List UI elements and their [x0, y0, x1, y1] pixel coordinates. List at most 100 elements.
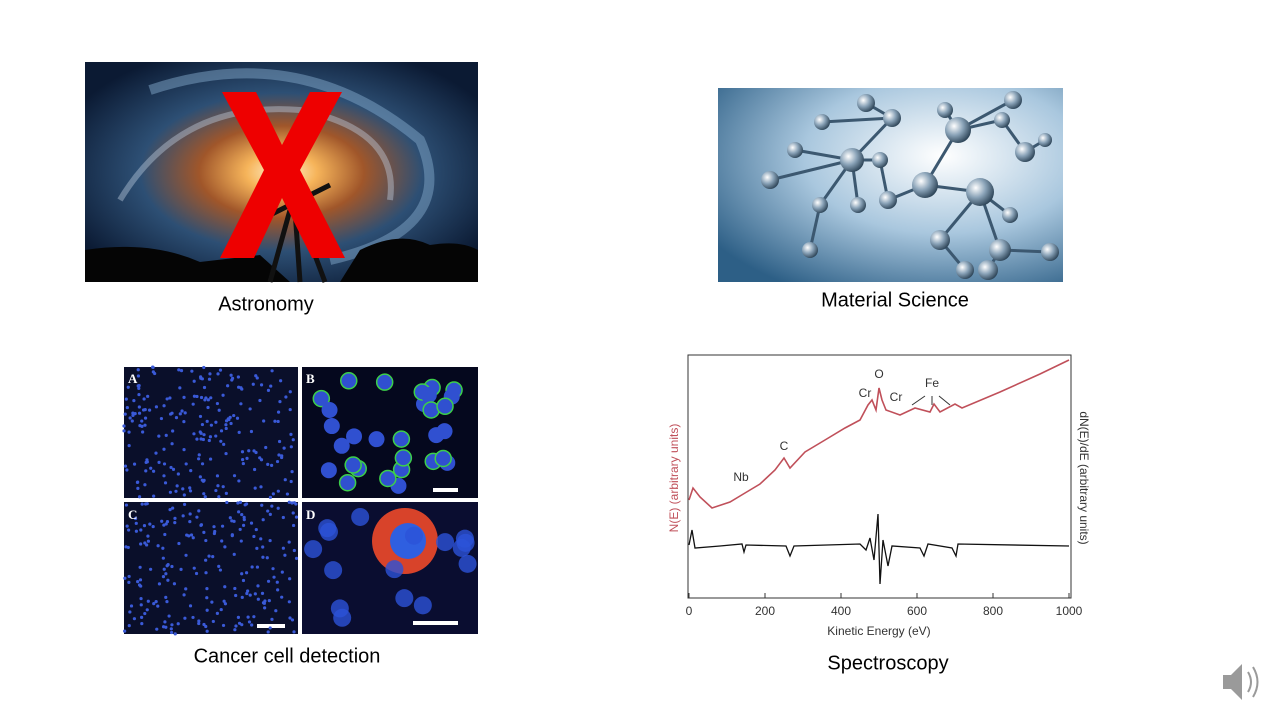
- cell: [154, 405, 159, 409]
- cell: [224, 451, 228, 456]
- cell: [157, 434, 161, 438]
- cell: [208, 372, 212, 376]
- cell: [155, 627, 159, 631]
- cell: [206, 398, 210, 402]
- cell: [151, 469, 156, 473]
- cell: [182, 593, 186, 597]
- cell: [247, 620, 252, 624]
- cell: [139, 542, 143, 546]
- cell: [240, 387, 244, 391]
- cell: [233, 628, 237, 632]
- cell: [168, 396, 172, 400]
- cell: [273, 419, 277, 423]
- cell: [434, 449, 452, 468]
- cell: [269, 384, 273, 388]
- cell: [165, 397, 169, 401]
- cell: [138, 565, 142, 569]
- cell: [280, 595, 284, 599]
- cell: [288, 390, 292, 394]
- cell: [230, 519, 234, 523]
- cell: [259, 485, 263, 489]
- cell: [132, 617, 137, 621]
- cell: [237, 479, 241, 483]
- subpanel-label: D: [306, 507, 315, 522]
- cell: [149, 567, 153, 571]
- cell: [189, 533, 194, 537]
- cell: [170, 564, 174, 569]
- cell: [163, 620, 167, 624]
- cell: [220, 539, 224, 543]
- cell: [184, 587, 188, 591]
- cell: [205, 419, 209, 423]
- cell: [191, 615, 195, 620]
- cell: [138, 578, 143, 582]
- cell: [204, 538, 208, 543]
- cell: [148, 522, 152, 526]
- cell: [266, 630, 270, 634]
- cell: [236, 375, 240, 379]
- cell: [268, 538, 272, 543]
- cell: [223, 545, 227, 549]
- y-axis-label: N(E) (arbitrary units): [667, 424, 681, 533]
- cell: [351, 507, 370, 526]
- cell: [320, 462, 337, 479]
- cell: [169, 465, 173, 470]
- cell: [232, 474, 237, 478]
- cell: [182, 395, 186, 399]
- cell: [232, 552, 236, 556]
- cell: [217, 408, 221, 412]
- cell: [252, 449, 256, 453]
- cell: [250, 565, 254, 569]
- cell: [136, 384, 140, 388]
- caption: Cancer cell detection: [194, 645, 381, 667]
- cell: [240, 450, 245, 454]
- cell: [127, 528, 131, 532]
- x-tick-label: 0: [686, 604, 693, 618]
- cell: [178, 412, 182, 416]
- cell: [368, 431, 385, 448]
- cell: [141, 430, 145, 434]
- x-tick-label: 400: [831, 604, 851, 618]
- cell: [216, 372, 220, 376]
- cell: [340, 372, 358, 390]
- cell: [276, 489, 280, 493]
- cell: [395, 589, 414, 608]
- cell: [287, 500, 291, 504]
- cell: [199, 395, 204, 400]
- cell: [289, 445, 293, 449]
- cell: [221, 485, 225, 489]
- cell: [157, 582, 162, 586]
- cell: [206, 405, 210, 410]
- audio-icon[interactable]: [1223, 664, 1259, 700]
- cell: [156, 604, 160, 608]
- subpanel-label: A: [128, 371, 138, 386]
- cell: [242, 515, 246, 519]
- cell: [137, 405, 141, 409]
- peak-label: O: [874, 367, 883, 381]
- cell: [202, 365, 206, 370]
- cell: [205, 587, 209, 591]
- cell: [195, 394, 199, 399]
- cell: [162, 474, 166, 478]
- cell: [248, 593, 252, 597]
- cell: [179, 567, 183, 571]
- cell: [289, 479, 293, 484]
- cell: [182, 420, 186, 424]
- cell: [169, 627, 173, 631]
- cell: [214, 434, 218, 438]
- cell: [132, 399, 136, 403]
- cell: [188, 512, 192, 516]
- cell: [243, 503, 247, 507]
- cell: [253, 467, 257, 472]
- cell: [154, 451, 158, 455]
- cell: [218, 368, 223, 372]
- cell: [251, 382, 255, 386]
- cell: [212, 525, 216, 529]
- cell: [145, 608, 149, 612]
- cell: [287, 540, 291, 544]
- cell: [205, 608, 209, 612]
- cell: [197, 619, 201, 623]
- atom: [945, 117, 971, 143]
